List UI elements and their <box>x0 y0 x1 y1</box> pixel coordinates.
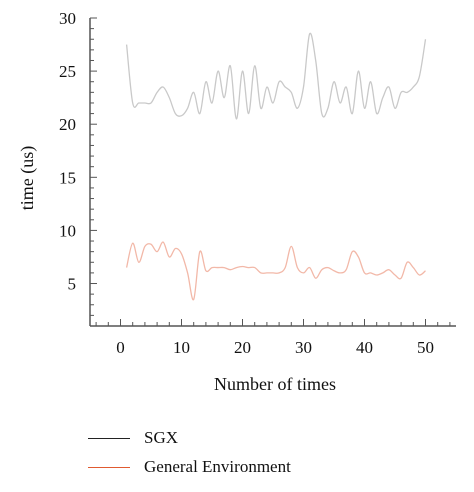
x-tick-label: 0 <box>116 338 125 357</box>
x-tick-label: 50 <box>417 338 434 357</box>
y-tick-label: 30 <box>59 9 76 28</box>
legend-label-sgx: SGX <box>144 428 179 447</box>
legend-item-general-environment: General Environment <box>88 457 291 477</box>
series-line-general-environment <box>125 241 426 301</box>
x-tick-label: 30 <box>295 338 312 357</box>
x-axis-title: Number of times <box>214 374 336 394</box>
legend-swatch-general-environment <box>88 466 130 468</box>
y-tick-label: 25 <box>59 62 76 81</box>
y-tick-label: 10 <box>59 221 76 240</box>
plot-area: 5 10 15 20 25 30 0 10 20 30 40 50 <box>59 9 456 357</box>
x-tick-label: 40 <box>356 338 373 357</box>
series-layer <box>125 32 427 301</box>
legend-item-sgx: SGX <box>88 428 178 448</box>
y-tick-label: 5 <box>68 275 77 294</box>
x-tick-label: 20 <box>234 338 251 357</box>
legend-label-general-environment: General Environment <box>144 457 291 476</box>
y-ticks: 5 10 15 20 25 30 <box>59 9 97 327</box>
y-tick-label: 15 <box>59 168 76 187</box>
legend-swatch-sgx <box>88 437 130 439</box>
y-axis-title: time (us) <box>17 146 38 211</box>
x-ticks: 0 10 20 30 40 50 <box>95 319 451 357</box>
y-tick-label: 20 <box>59 115 76 134</box>
x-tick-label: 10 <box>173 338 190 357</box>
series-line-sgx <box>125 32 427 120</box>
